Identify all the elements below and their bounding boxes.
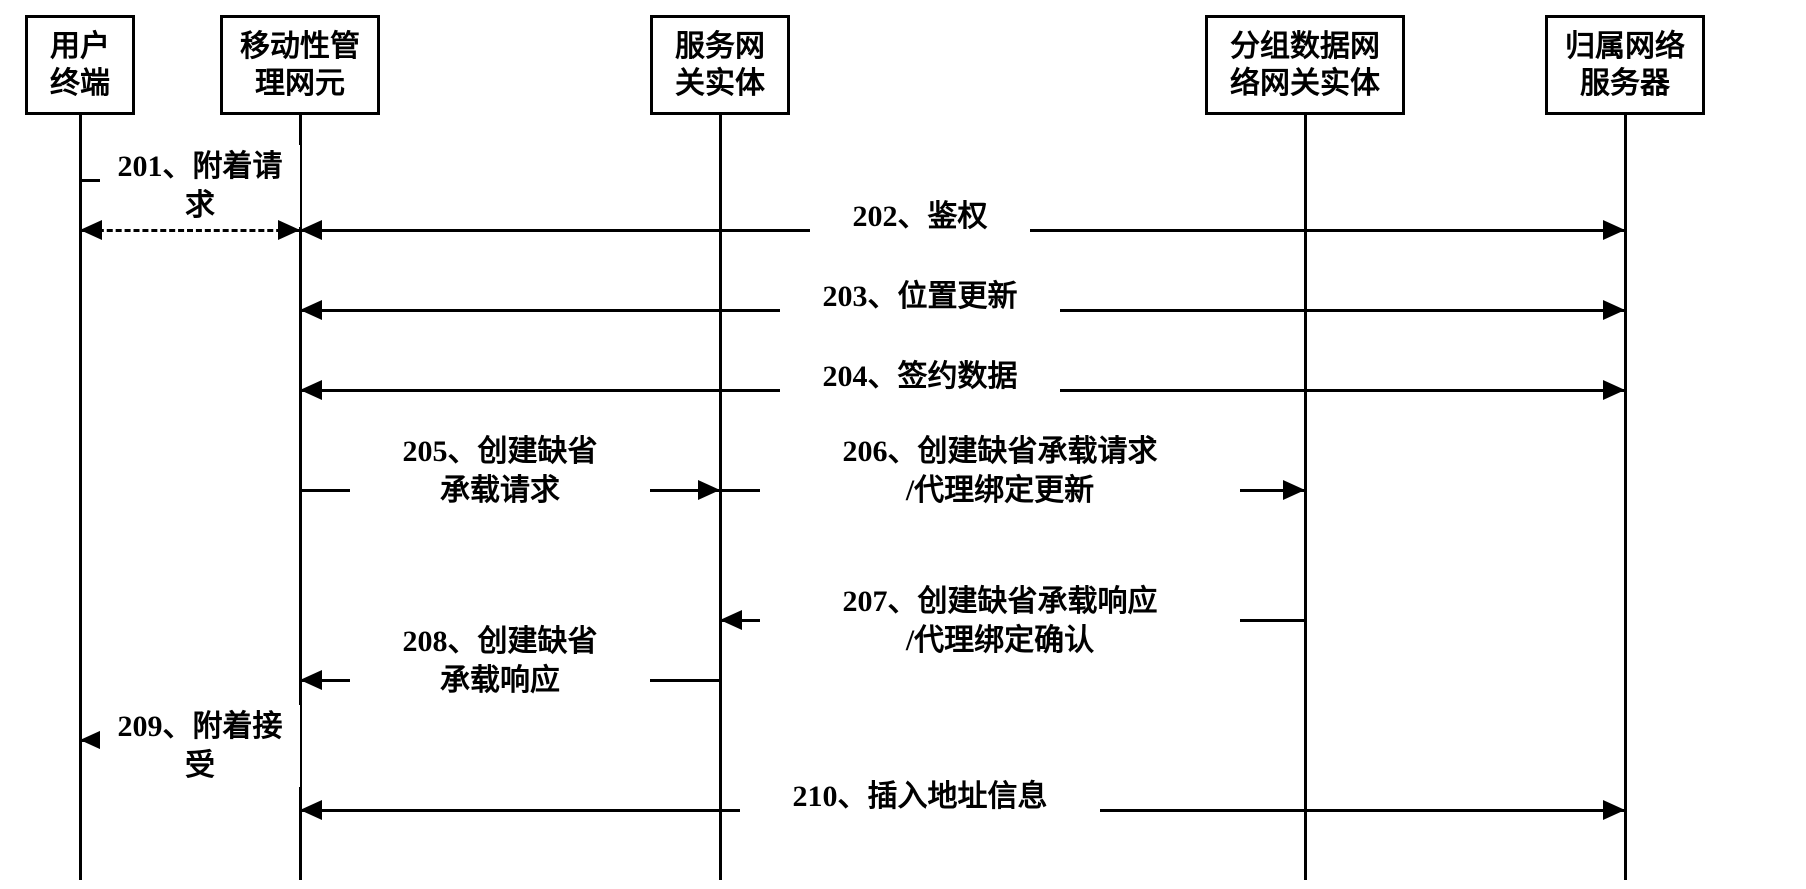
- message-m210-head: [1603, 800, 1625, 820]
- message-m208-head: [300, 670, 322, 690]
- participant-label: 分组数据网 络网关实体: [1230, 28, 1380, 103]
- message-label-m203: 203、位置更新: [780, 275, 1060, 318]
- participant-label: 服务网 关实体: [675, 28, 765, 103]
- message-label-m209: 209、附着接受: [100, 705, 300, 787]
- participant-mme: 移动性管 理网元: [220, 15, 380, 115]
- message-m204-head-back: [300, 380, 322, 400]
- message-m204-head: [1603, 380, 1625, 400]
- participant-sgw: 服务网 关实体: [650, 15, 790, 115]
- message-m202-extra-head-back: [278, 220, 300, 240]
- message-m202-head-back: [300, 220, 322, 240]
- message-label-m208: 208、创建缺省 承载响应: [350, 620, 650, 702]
- message-label-m202: 202、鉴权: [810, 195, 1030, 238]
- message-m207-head: [720, 610, 742, 630]
- message-label-m207: 207、创建缺省承载响应 /代理绑定确认: [760, 580, 1240, 662]
- participant-label: 归属网络 服务器: [1565, 28, 1685, 103]
- message-m206-head: [1283, 480, 1305, 500]
- participant-pgw: 分组数据网 络网关实体: [1205, 15, 1405, 115]
- message-label-m204: 204、签约数据: [780, 355, 1060, 398]
- participant-ue: 用户 终端: [25, 15, 135, 115]
- participant-hss: 归属网络 服务器: [1545, 15, 1705, 115]
- message-m202-extra-head: [80, 220, 102, 240]
- message-m209-head: [80, 730, 102, 750]
- message-label-m201: 201、附着请求: [100, 145, 300, 227]
- participant-label: 移动性管 理网元: [240, 28, 360, 103]
- message-m210-head-back: [300, 800, 322, 820]
- message-m203-head-back: [300, 300, 322, 320]
- message-label-m206: 206、创建缺省承载请求 /代理绑定更新: [760, 430, 1240, 512]
- participant-label: 用户 终端: [50, 28, 110, 103]
- message-label-m205: 205、创建缺省 承载请求: [350, 430, 650, 512]
- message-m202-extra-line: [80, 229, 300, 232]
- message-m203-head: [1603, 300, 1625, 320]
- message-m205-head: [698, 480, 720, 500]
- message-label-m210: 210、插入地址信息: [740, 775, 1100, 818]
- message-m202-head: [1603, 220, 1625, 240]
